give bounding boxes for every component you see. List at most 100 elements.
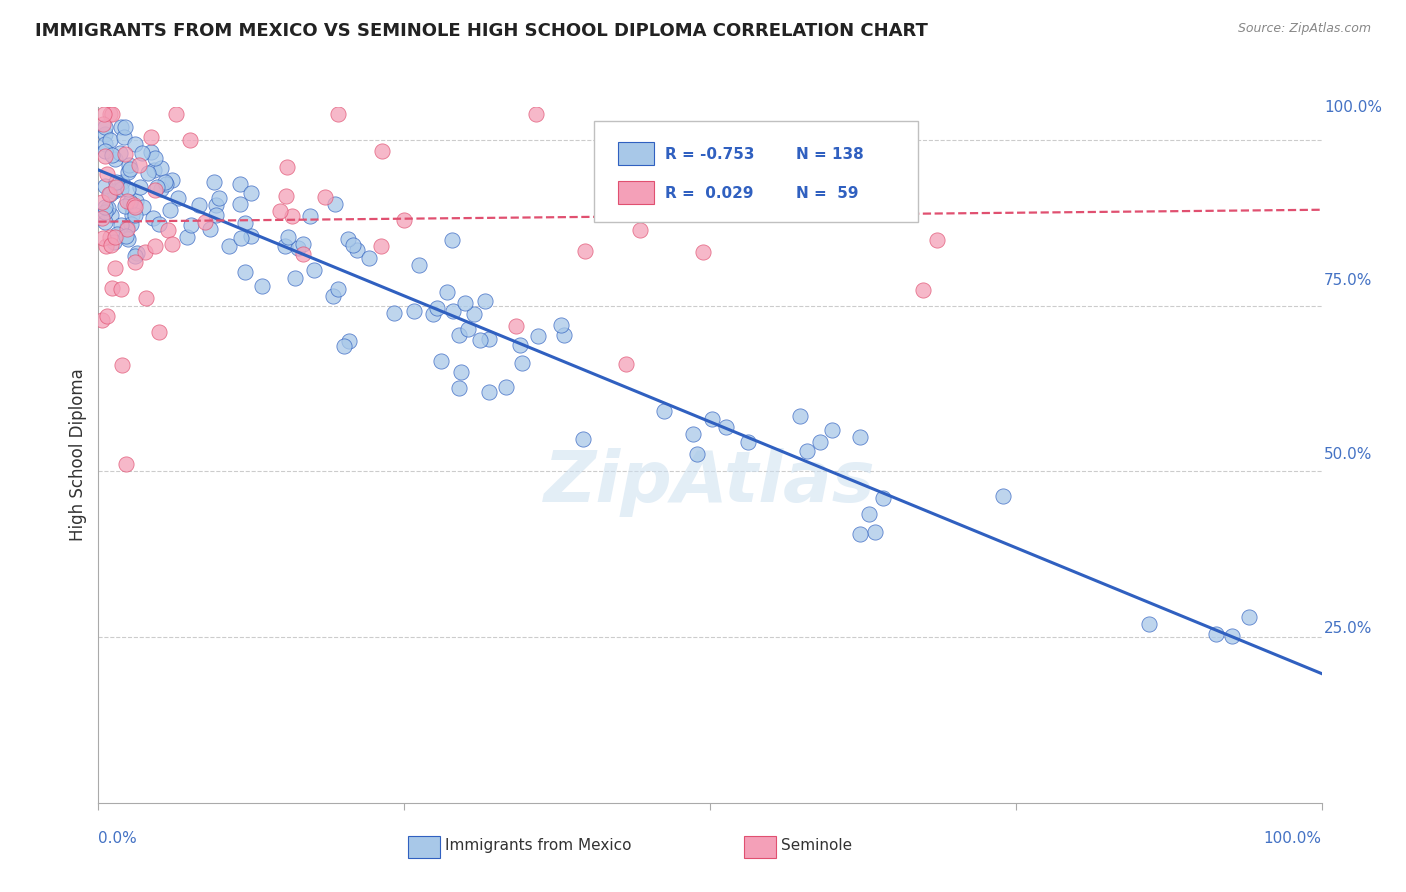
Point <box>117 165 139 179</box>
Point <box>478 385 501 400</box>
Point <box>574 244 596 258</box>
Point <box>463 307 485 321</box>
Point <box>925 233 948 247</box>
Point <box>93 127 115 141</box>
Point <box>155 178 177 192</box>
Point <box>94 238 117 252</box>
Point <box>808 435 831 450</box>
Point <box>872 491 894 505</box>
Point <box>408 258 430 272</box>
Point <box>700 412 723 426</box>
Point <box>478 332 501 346</box>
Point <box>96 167 118 181</box>
Point <box>1139 617 1161 632</box>
Text: N = 138: N = 138 <box>796 147 863 162</box>
Point <box>176 229 198 244</box>
Point <box>993 489 1015 503</box>
Point <box>848 527 870 541</box>
Point <box>111 358 134 372</box>
Point <box>441 234 464 248</box>
Point <box>231 231 253 245</box>
Point <box>1239 610 1261 624</box>
Point <box>441 303 464 318</box>
Point <box>228 177 250 191</box>
Point <box>218 239 240 253</box>
Point <box>150 182 173 196</box>
Point <box>114 199 136 213</box>
Point <box>449 381 471 395</box>
Point <box>326 106 349 120</box>
Point <box>124 249 146 263</box>
Point <box>111 175 134 189</box>
Point <box>145 180 167 194</box>
Point <box>91 313 114 327</box>
Point <box>789 409 811 424</box>
Point <box>98 106 121 120</box>
Point <box>302 262 325 277</box>
Point <box>686 447 709 461</box>
Point <box>141 211 163 226</box>
Point <box>93 120 115 134</box>
Point <box>100 148 122 162</box>
Point <box>630 223 652 237</box>
Point <box>527 329 550 343</box>
Point <box>198 222 221 236</box>
Point <box>682 427 704 442</box>
Point <box>120 194 142 209</box>
Point <box>96 309 118 323</box>
Point <box>93 106 115 120</box>
Point <box>114 120 136 134</box>
Point <box>143 183 166 197</box>
Point <box>326 282 349 296</box>
Text: Immigrants from Mexico: Immigrants from Mexico <box>444 838 631 853</box>
Point <box>337 334 360 348</box>
Point <box>384 306 406 320</box>
Point <box>103 184 125 198</box>
Point <box>371 144 394 158</box>
Point <box>229 197 252 211</box>
Point <box>124 200 146 214</box>
Y-axis label: High School Diploma: High School Diploma <box>69 368 87 541</box>
Point <box>474 293 496 308</box>
Point <box>233 265 256 279</box>
FancyBboxPatch shape <box>593 121 918 222</box>
Point <box>125 194 148 209</box>
Text: 50.0%: 50.0% <box>1324 448 1372 462</box>
Point <box>121 201 143 215</box>
Point <box>495 380 517 394</box>
Point <box>121 208 143 222</box>
Text: 100.0%: 100.0% <box>1264 830 1322 846</box>
Point <box>94 149 117 163</box>
Point <box>91 211 114 226</box>
Point <box>269 203 291 218</box>
Point <box>139 130 162 145</box>
Point <box>105 175 128 189</box>
Point <box>98 229 121 244</box>
Point <box>553 328 575 343</box>
Point <box>134 245 156 260</box>
Point <box>1220 629 1243 643</box>
Point <box>346 243 368 257</box>
Point <box>98 186 121 201</box>
Point <box>204 208 226 222</box>
Point <box>94 214 117 228</box>
FancyBboxPatch shape <box>744 836 776 858</box>
Text: ZipAtlas: ZipAtlas <box>544 449 876 517</box>
Point <box>143 152 166 166</box>
Text: Source: ZipAtlas.com: Source: ZipAtlas.com <box>1237 22 1371 36</box>
Point <box>287 241 309 255</box>
Point <box>105 227 128 241</box>
Text: 100.0%: 100.0% <box>1324 100 1382 114</box>
Point <box>114 129 136 144</box>
Point <box>457 322 479 336</box>
Point <box>853 125 876 139</box>
Point <box>148 325 170 339</box>
Point <box>468 333 491 347</box>
Point <box>100 238 122 252</box>
Point <box>162 173 184 187</box>
Point <box>1205 627 1227 641</box>
Point <box>796 444 818 458</box>
Point <box>139 145 162 159</box>
Point <box>652 403 675 417</box>
Point <box>91 195 114 210</box>
